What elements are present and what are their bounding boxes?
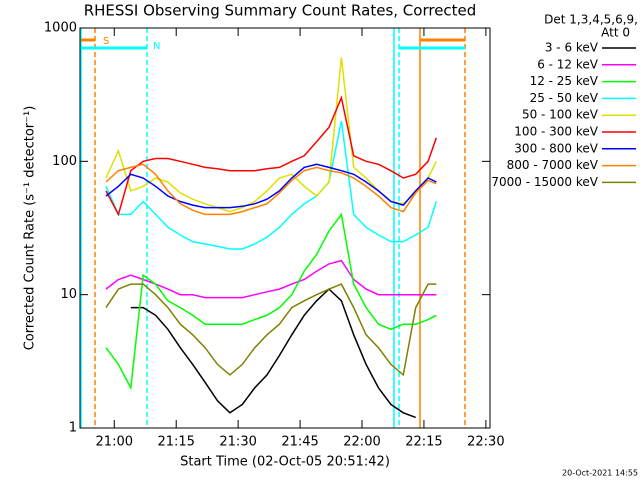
x-tick-label: 22:15 [405, 435, 442, 450]
legend-label: 100 - 300 keV [514, 125, 598, 139]
series-line [105, 95, 438, 217]
series-line [105, 163, 437, 209]
plot-area [105, 57, 438, 419]
legend-label: 3 - 6 keV [545, 41, 599, 55]
x-tick-label: 21:15 [157, 435, 194, 450]
legend-label: 800 - 7000 keV [507, 158, 599, 172]
y-tick-label: 10 [60, 287, 77, 302]
y-axis-label: Corrected Count Rate (s⁻¹ detector⁻¹) [23, 106, 38, 351]
x-axis-label: Start Time (02-Oct-05 20:51:42) [180, 455, 390, 470]
plot-frame [79, 27, 491, 429]
series-line [105, 259, 437, 299]
annotation: N [153, 41, 160, 52]
series-line [105, 121, 438, 250]
legend-label: 6 - 12 keV [537, 57, 599, 71]
markers [80, 28, 466, 428]
footer: 20-Oct-2021 14:55 [562, 469, 638, 478]
y-tick-label: 100 [52, 154, 77, 169]
series-line [105, 57, 437, 213]
legend-label: 7000 - 15000 keV [491, 175, 598, 189]
x-tick-label: 21:45 [281, 435, 318, 450]
series-line [130, 288, 416, 419]
series-line [105, 212, 437, 391]
series-line [105, 163, 437, 216]
annotation: S [103, 36, 109, 47]
y-tick-label: 1 [69, 421, 77, 436]
x-tick-label: 21:30 [219, 435, 256, 450]
x-tick-label: 21:00 [96, 435, 133, 450]
x-tick-label: 22:30 [467, 435, 504, 450]
y-tick-label: 1000 [44, 21, 77, 36]
legend-label: 300 - 800 keV [514, 141, 598, 155]
series-line [105, 283, 437, 377]
legend-label: 12 - 25 keV [530, 74, 599, 88]
chart-title: RHESSI Observing Summary Count Rates, Co… [84, 2, 477, 20]
legend-title: Att 0 [601, 26, 630, 40]
legend-label: 50 - 100 keV [522, 108, 599, 122]
x-tick-label: 22:00 [343, 435, 380, 450]
legend-title: Det 1,3,4,5,6,9, [544, 13, 638, 27]
legend-label: 25 - 50 keV [530, 91, 599, 105]
